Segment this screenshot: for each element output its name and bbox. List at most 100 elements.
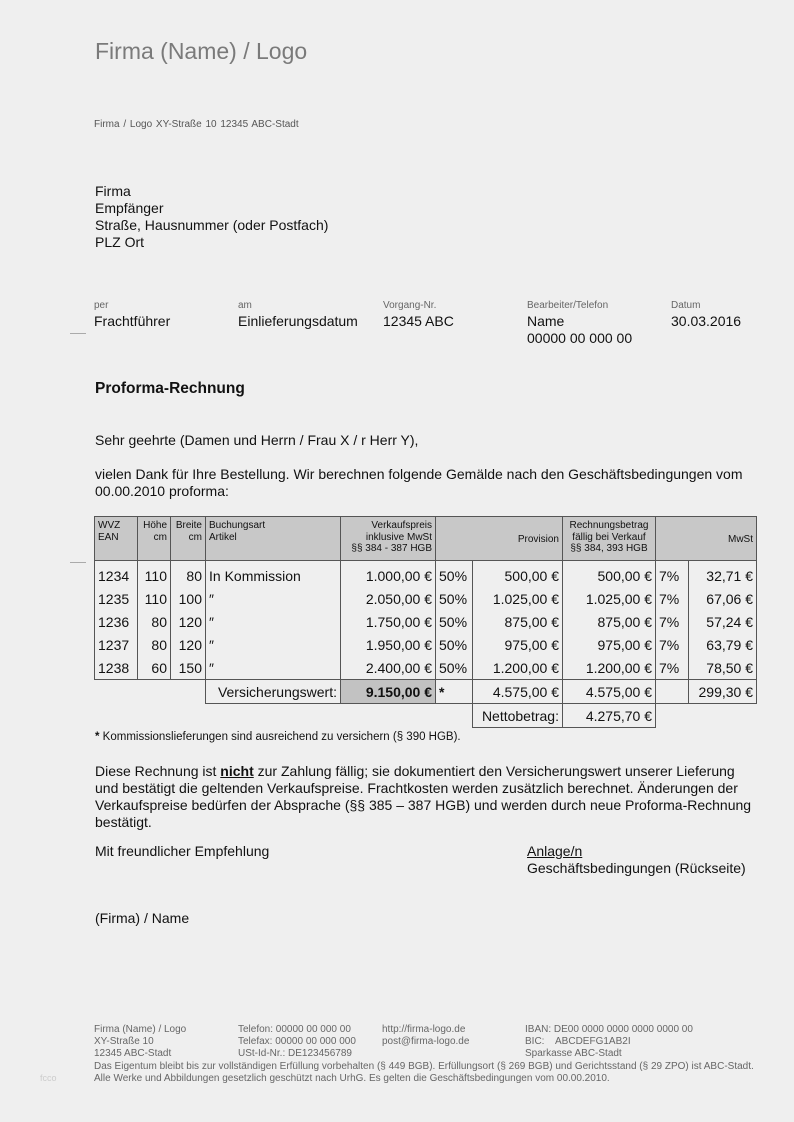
recipient-line: Straße, Hausnummer (oder Postfach)	[95, 217, 329, 233]
table-row: 1236 80 120 ″ 1.750,00 €50% 875,00 €875,00 €7…	[94, 610, 757, 633]
col-breite: Breite cm	[170, 516, 206, 561]
cell-wvz: 1234	[94, 560, 138, 587]
cell-h: 60	[137, 656, 171, 680]
cell-mwst: 78,50 €	[688, 656, 757, 680]
totals-mwst: 299,30 €	[688, 679, 757, 704]
totals-label: Versicherungswert:	[205, 679, 341, 704]
recipient-line: PLZ Ort	[95, 234, 145, 250]
cell-prov: 975,00 €	[472, 633, 563, 656]
cell-mp: 7%	[655, 560, 689, 587]
col-buchungsart: Buchungsart Artikel	[205, 516, 341, 561]
cell-art: ″	[205, 656, 341, 680]
cell-rb: 1.025,00 €	[562, 587, 656, 610]
cell-wvz: 1238	[94, 656, 138, 680]
cell-mp: 7%	[655, 587, 689, 610]
cell-mwst: 32,71 €	[688, 560, 757, 587]
cell-wvz: 1235	[94, 587, 138, 610]
body-text: Diese Rechnung ist nicht zur Zahlung fäl…	[95, 763, 752, 830]
cell-art: ″	[205, 610, 341, 633]
cell-rb: 975,00 €	[562, 633, 656, 656]
cell-rb: 875,00 €	[562, 610, 656, 633]
cell-art: ″	[205, 587, 341, 610]
col-provision: Provision	[435, 516, 563, 561]
net-row: Nettobetrag: 4.275,70 €	[95, 703, 757, 728]
cell-pp: 50%	[435, 560, 473, 587]
cell-b: 120	[170, 610, 206, 633]
footnote: * Kommissionslieferungen sind ausreichen…	[95, 731, 461, 743]
cell-wvz: 1237	[94, 633, 138, 656]
totals-insurance-value: 9.150,00 €	[340, 679, 436, 704]
totals-star: *	[435, 679, 473, 704]
fold-mark	[70, 333, 86, 334]
cell-mwst: 67,06 €	[688, 587, 757, 610]
cell-b: 120	[170, 633, 206, 656]
cell-h: 110	[137, 587, 171, 610]
cell-prov: 875,00 €	[472, 610, 563, 633]
footer-company: Firma (Name) / Logo XY-Straße 10 12345 ABC…	[94, 1024, 187, 1059]
cell-pp: 50%	[435, 656, 473, 680]
cell-vk: 2.050,00 €	[340, 587, 436, 610]
cell-wvz: 1236	[94, 610, 138, 633]
cell-art: ″	[205, 633, 341, 656]
cell-h: 80	[137, 633, 171, 656]
footer-bank: IBAN: DE00 0000 0000 0000 0000 00 BIC: AB…	[525, 1024, 693, 1059]
attachments: Anlage/n Geschäftsbedingungen (Rückseite)	[527, 843, 746, 876]
net-value: 4.275,70 €	[562, 703, 656, 728]
salutation: Sehr geehrte (Damen und Herrn / Frau X /…	[95, 432, 419, 448]
cell-pp: 50%	[435, 610, 473, 633]
cell-rb: 1.200,00 €	[562, 656, 656, 680]
footer-web: http://firma-logo.de post@firma-logo.de	[382, 1024, 470, 1047]
cell-mwst: 63,79 €	[688, 633, 757, 656]
recipient-line: Firma	[95, 183, 131, 199]
document-title: Proforma-Rechnung	[95, 380, 245, 397]
cell-pp: 50%	[435, 633, 473, 656]
meta-per: per Frachtführer	[94, 300, 171, 329]
totals-invoice: 4.575,00 €	[562, 679, 656, 704]
cell-rb: 500,00 €	[562, 560, 656, 587]
cell-b: 80	[170, 560, 206, 587]
cell-b: 150	[170, 656, 206, 680]
recipient-line: Empfänger	[95, 200, 164, 216]
col-wvz: WVZ EAN	[94, 516, 138, 561]
table-row: 1234 110 80 In Kommission 1.000,00 €50% 500,0…	[94, 560, 757, 587]
cell-b: 100	[170, 587, 206, 610]
cell-mp: 7%	[655, 633, 689, 656]
intro-text: vielen Dank für Ihre Bestellung. Wir ber…	[95, 466, 743, 499]
meta-contact: Bearbeiter/Telefon Name 00000 00 000 00	[527, 300, 633, 346]
col-hoehe: Höhe cm	[137, 516, 171, 561]
recipient-address: Firma Empfänger Straße, Hausnummer (oder…	[95, 183, 328, 251]
net-label: Nettobetrag:	[472, 703, 563, 728]
col-mwst: MwSt	[655, 516, 757, 561]
cell-prov: 500,00 €	[472, 560, 563, 587]
table-header: WVZ EAN Höhe cm Breite cm Buchungsart Artike…	[94, 516, 757, 561]
cell-prov: 1.025,00 €	[472, 587, 563, 610]
totals-provision: 4.575,00 €	[472, 679, 563, 704]
cell-vk: 1.950,00 €	[340, 633, 436, 656]
cell-vk: 1.750,00 €	[340, 610, 436, 633]
meta-date-delivery: am Einlieferungsdatum	[238, 300, 358, 329]
fold-mark	[70, 562, 86, 563]
side-mark: fcco	[40, 1073, 57, 1083]
footer-contact: Telefon: 00000 00 000 00 Telefax: 00000 0…	[238, 1024, 356, 1059]
cell-h: 80	[137, 610, 171, 633]
invoice-table: WVZ EAN Höhe cm Breite cm Buchungsart Artike…	[94, 516, 757, 728]
cell-h: 110	[137, 560, 171, 587]
cell-pp: 50%	[435, 587, 473, 610]
meta-order-number: Vorgang-Nr. 12345 ABC	[383, 300, 454, 329]
cell-vk: 2.400,00 €	[340, 656, 436, 680]
closing: Mit freundlicher Empfehlung	[95, 843, 270, 859]
table-row: 1237 80 120 ″ 1.950,00 €50% 975,00 €975,00 €7…	[94, 633, 757, 656]
cell-mwst: 57,24 €	[688, 610, 757, 633]
col-verkaufspreis: Verkaufspreis inklusive MwSt §§ 384 - 387 …	[340, 516, 436, 561]
table-row: 1238 60 150 ″ 2.400,00 €50% 1.200,00 €1.200,0…	[94, 656, 757, 680]
signature: (Firma) / Name	[95, 910, 190, 926]
col-rechnungsbetrag: Rechnungsbetrag fällig bei Verkauf §§ 384,…	[562, 516, 656, 561]
totals-row: Versicherungswert: 9.150,00 € * 4.575,00…	[95, 679, 757, 704]
meta-date: Datum 30.03.2016	[671, 300, 742, 329]
cell-prov: 1.200,00 €	[472, 656, 563, 680]
cell-mp: 7%	[655, 656, 689, 680]
company-logo-text: Firma (Name) / Logo	[95, 38, 308, 64]
cell-art: In Kommission	[205, 560, 341, 587]
cell-mp: 7%	[655, 610, 689, 633]
